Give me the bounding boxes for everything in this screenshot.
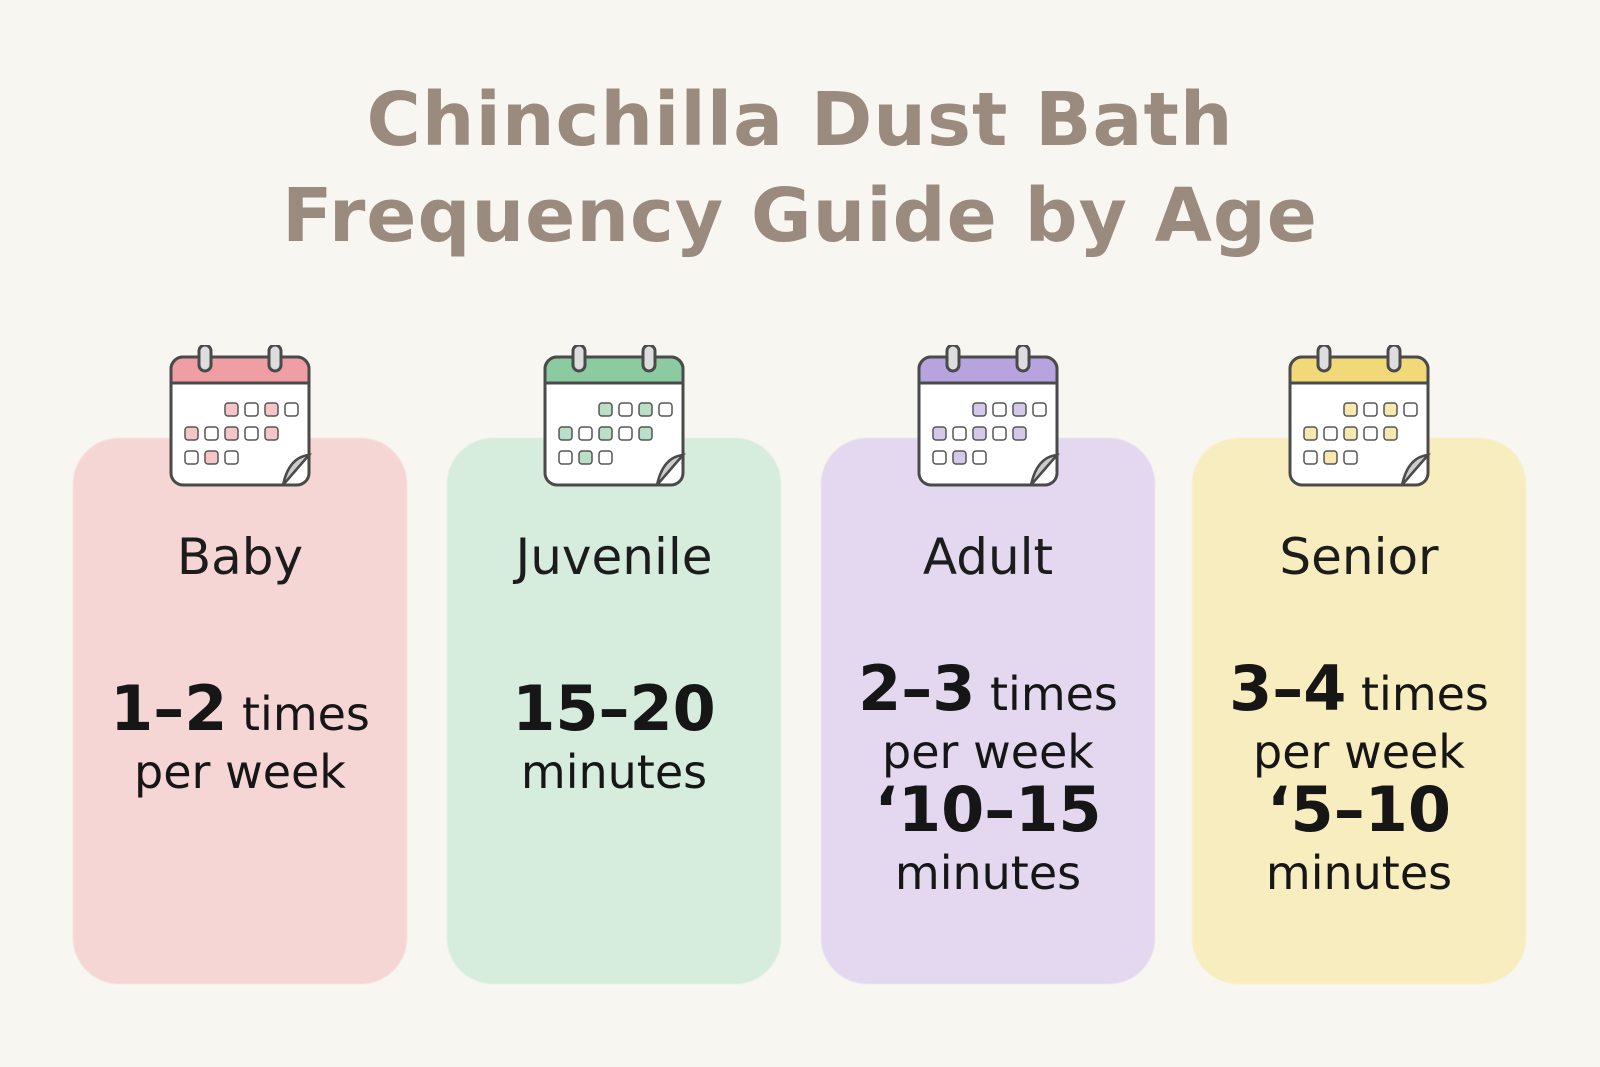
value-line: minutes	[1192, 844, 1526, 902]
value-line: minutes	[447, 743, 781, 801]
value-number: 3–4	[1229, 652, 1347, 725]
value-unit: times	[227, 687, 370, 741]
frequency-values: 15–20 minutes	[447, 678, 781, 801]
value-line: 1–2 times	[73, 678, 407, 743]
value-line: 2–3 times	[821, 658, 1155, 723]
value-unit: per week	[882, 725, 1094, 779]
value-unit: per week	[134, 745, 346, 799]
value-line: ‘10–15	[821, 779, 1155, 844]
value-number: ‘10–15	[874, 773, 1102, 846]
calendar-icon	[165, 343, 315, 495]
value-number: 15–20	[512, 672, 716, 745]
value-number: 2–3	[858, 652, 976, 725]
card-juvenile	[447, 438, 781, 984]
value-line: 15–20	[447, 678, 781, 743]
calendar-icon	[539, 343, 689, 495]
value-unit: minutes	[894, 846, 1082, 900]
title-line-1: Chinchilla Dust Bath	[366, 77, 1234, 163]
frequency-values: 3–4 times per week ‘5–10 minutes	[1192, 658, 1526, 902]
value-unit: minutes	[1265, 846, 1453, 900]
value-line: 3–4 times	[1192, 658, 1526, 723]
value-line: per week	[821, 723, 1155, 781]
calendar-icon	[1284, 343, 1434, 495]
age-label: Juvenile	[515, 528, 713, 586]
calendar-icon	[913, 343, 1063, 495]
value-line: per week	[1192, 723, 1526, 781]
age-label: Senior	[1279, 528, 1439, 586]
value-unit: minutes	[520, 745, 708, 799]
card-adult	[821, 438, 1155, 984]
age-label: Baby	[176, 528, 304, 586]
value-line: ‘5–10	[1192, 779, 1526, 844]
value-number: ‘5–10	[1267, 773, 1451, 846]
value-unit: per week	[1253, 725, 1465, 779]
title-line-2: Frequency Guide by Age	[282, 173, 1318, 259]
frequency-values: 2–3 times per week ‘10–15 minutes	[821, 658, 1155, 902]
value-unit: times	[975, 667, 1118, 721]
value-line: minutes	[821, 844, 1155, 902]
page-title: Chinchilla Dust Bath Frequency Guide by …	[0, 72, 1600, 264]
frequency-values: 1–2 times per week	[73, 678, 407, 801]
card-senior	[1192, 438, 1526, 984]
age-label: Adult	[922, 528, 1054, 586]
value-unit: times	[1346, 667, 1489, 721]
value-line: per week	[73, 743, 407, 801]
card-baby	[73, 438, 407, 984]
value-number: 1–2	[110, 672, 228, 745]
